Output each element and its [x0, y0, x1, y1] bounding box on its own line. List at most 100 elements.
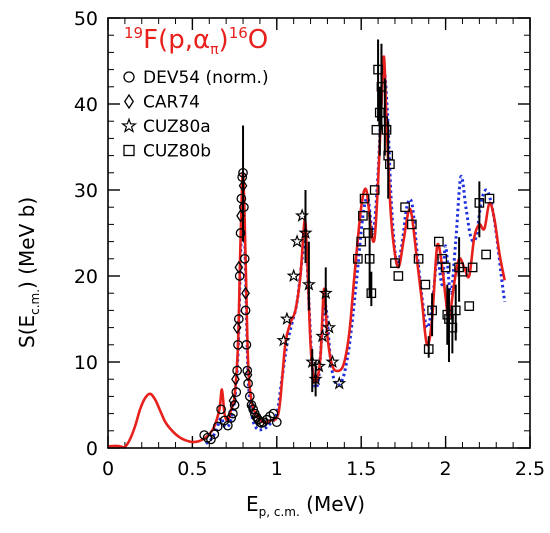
legend: DEV54 (norm.) CAR74 CUZ80a CUZ80b: [120, 68, 269, 162]
marker-star: [276, 333, 291, 347]
marker-square: [366, 288, 377, 299]
marker-square: [369, 185, 380, 195]
marker-circle: [216, 404, 226, 415]
marker-circle: [209, 429, 220, 440]
fit-curves: [107, 55, 507, 449]
marker-square: [450, 305, 461, 316]
marker-circle: [239, 202, 249, 213]
marker-circle: [206, 434, 216, 445]
marker-circle: [231, 387, 242, 397]
marker-square: [359, 193, 370, 204]
y-axis-title: S(Ec.m.) (MeV b): [15, 197, 42, 348]
marker-circle: [242, 365, 253, 376]
fit-curve-solid: [107, 55, 506, 449]
marker-star: [301, 277, 316, 291]
marker-circle: [236, 193, 247, 204]
x-tick-label: 0.5: [177, 458, 207, 480]
marker-circle: [229, 400, 240, 410]
marker-square: [373, 64, 383, 75]
marker-circle: [268, 408, 279, 419]
y-tick-label: 50: [74, 8, 98, 30]
marker-circle: [238, 167, 248, 178]
marker-square: [376, 81, 387, 92]
y-tick-label: 10: [74, 352, 98, 374]
marker-circle: [239, 253, 250, 264]
marker-square: [371, 124, 382, 135]
chart-title: 19F(p,απ)16O: [124, 24, 268, 58]
marker-square: [467, 262, 478, 273]
legend-label: CUZ80b: [143, 142, 211, 162]
data-markers: [199, 64, 495, 445]
marker-diamond: [232, 320, 242, 335]
marker-diamond: [231, 372, 240, 386]
y-tick-label: 30: [74, 180, 98, 202]
marker-square: [123, 144, 135, 157]
marker-star: [315, 328, 330, 343]
legend-label: CAR74: [143, 93, 200, 113]
marker-square: [464, 301, 475, 311]
marker-diamond: [247, 400, 256, 414]
marker-square: [427, 305, 437, 316]
plot-frame: [107, 17, 531, 449]
marker-diamond: [241, 286, 250, 300]
marker-square: [358, 210, 368, 221]
marker-circle: [271, 417, 282, 428]
marker-star: [332, 376, 347, 390]
marker-diamond: [236, 209, 245, 223]
marker-diamond: [123, 93, 135, 110]
marker-square: [447, 322, 458, 333]
marker-diamond: [252, 411, 261, 425]
marker-square: [433, 236, 444, 247]
marker-square: [440, 262, 451, 273]
x-axis-title: Ep, c.m. (MeV): [246, 492, 365, 519]
legend-label: DEV54 (norm.): [143, 68, 269, 88]
marker-circle: [232, 365, 242, 376]
marker-diamond: [234, 260, 244, 275]
marker-circle: [226, 413, 237, 423]
marker-diamond: [243, 368, 253, 382]
marker-circle: [241, 339, 252, 350]
marker-square: [423, 344, 434, 354]
x-tick-labels: 0 0.5 1 1.5 2 2.5: [102, 458, 545, 480]
marker-square: [484, 193, 495, 204]
marker-square: [420, 279, 431, 290]
marker-square: [400, 202, 410, 213]
marker-square: [364, 253, 375, 264]
y-tick-labels: 0 10 20 30 40 50: [74, 8, 98, 460]
x-tick-label: 1: [271, 458, 283, 480]
marker-circle: [222, 420, 233, 431]
marker-star: [120, 117, 138, 133]
marker-circle: [240, 305, 251, 316]
marker-circle: [123, 71, 135, 83]
marker-star: [311, 358, 327, 373]
marker-square: [413, 253, 424, 264]
marker-star: [279, 311, 294, 326]
marker-square: [406, 219, 417, 230]
x-tick-label: 0: [102, 458, 114, 480]
marker-circle: [212, 421, 223, 432]
y-tick-label: 0: [86, 438, 98, 460]
marker-circle: [233, 314, 244, 324]
marker-circle: [235, 228, 246, 238]
marker-square: [474, 198, 485, 208]
marker-star: [295, 208, 310, 222]
marker-circle: [219, 415, 230, 426]
marker-square: [390, 258, 400, 268]
marker-square: [385, 159, 395, 170]
y-tick-label: 40: [74, 94, 98, 116]
fit-curve-dotted: [204, 66, 507, 445]
legend-label: CUZ80a: [143, 117, 211, 137]
marker-star: [298, 225, 313, 240]
marker-star: [290, 234, 305, 248]
x-tick-label: 1.5: [346, 458, 376, 480]
marker-diamond: [228, 394, 238, 408]
marker-star: [305, 354, 320, 369]
marker-square: [381, 124, 392, 135]
y-tick-label: 20: [74, 266, 98, 288]
marker-square: [481, 249, 491, 260]
marker-square: [393, 271, 404, 281]
x-tick-label: 2: [440, 458, 452, 480]
marker-square: [352, 253, 363, 264]
marker-square: [363, 228, 373, 238]
